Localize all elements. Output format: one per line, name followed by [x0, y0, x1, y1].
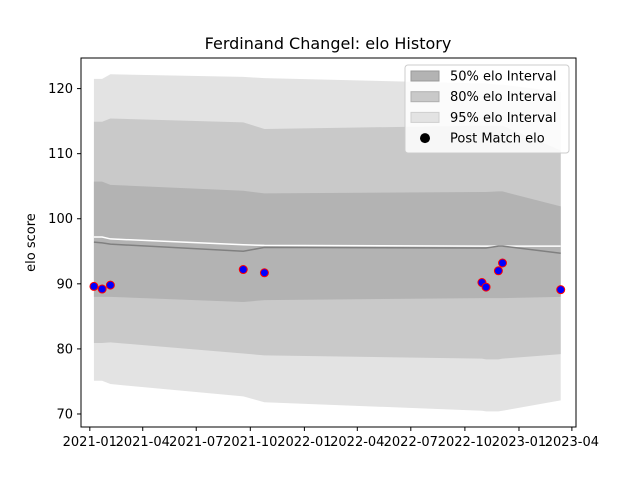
- post-match-point: [97, 284, 107, 294]
- post-match-point: [259, 268, 269, 278]
- post-match-point: [105, 280, 115, 290]
- y-axis-ticks: 70 80 90 100 110 120: [48, 82, 81, 422]
- post-match-point: [238, 265, 248, 275]
- legend-entry: Post Match elo: [450, 132, 545, 147]
- x-tick-label: 2022-04: [330, 435, 384, 450]
- legend-box: [404, 64, 570, 154]
- legend: 50% elo Interval 80% elo Interval 95% elo …: [404, 64, 570, 154]
- band-50: [93, 181, 561, 303]
- x-tick-label: 2022-10: [438, 435, 492, 450]
- post-match-points: [89, 258, 566, 295]
- y-tick-label: 120: [48, 82, 73, 97]
- post-match-point: [556, 285, 566, 295]
- x-tick-label: 2022-07: [384, 435, 438, 450]
- post-match-point: [493, 266, 503, 276]
- x-tick-label: 2021-04: [116, 435, 170, 450]
- y-tick-label: 110: [48, 147, 73, 162]
- y-tick-label: 70: [56, 407, 73, 422]
- mean-elo-line: [93, 241, 561, 254]
- x-tick-label: 2021-01: [63, 435, 117, 450]
- y-tick-label: 100: [48, 212, 73, 227]
- post-match-point: [481, 282, 491, 292]
- legend-entry: 50% elo Interval: [450, 70, 557, 85]
- x-tick-label: 2023-01: [492, 435, 546, 450]
- legend-swatch: [410, 91, 440, 103]
- plot-frame: [80, 57, 577, 428]
- legend-entry: 95% elo Interval: [450, 111, 557, 126]
- post-match-point: [89, 281, 99, 291]
- legend-swatch: [410, 111, 440, 123]
- post-match-point: [498, 258, 508, 268]
- legend-marker: [420, 133, 430, 144]
- x-tick-label: 2021-10: [223, 435, 277, 450]
- x-tick-label: 2021-07: [169, 435, 223, 450]
- x-tick-label: 2023-04: [545, 435, 599, 450]
- chart-title: Ferdinand Changel: elo History: [205, 34, 452, 53]
- y-tick-label: 80: [56, 342, 73, 357]
- legend-entry: 80% elo Interval: [450, 90, 557, 105]
- y-axis-label: elo score: [24, 213, 39, 272]
- trend-lines: [93, 236, 561, 254]
- legend-swatch: [410, 70, 440, 82]
- interval-bands: [93, 74, 561, 412]
- y-tick-label: 90: [56, 277, 73, 292]
- x-tick-label: 2022-01: [277, 435, 331, 450]
